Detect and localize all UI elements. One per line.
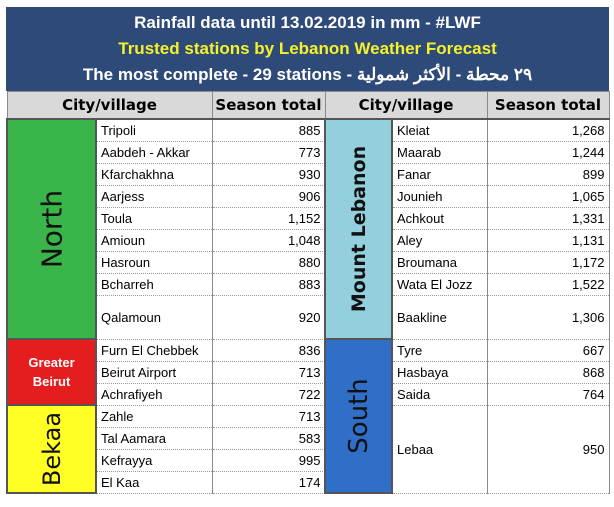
title-banner: Rainfall data until 13.02.2019 in mm - #… [6, 7, 609, 91]
station-total: 950 [486, 404, 610, 494]
region-greater-beirut: Greater Beirut [6, 338, 97, 406]
station-name: Jounieh [391, 184, 488, 208]
station-total: 880 [211, 250, 326, 274]
station-name: Hasroun [95, 250, 213, 274]
station-name: Kleiat [391, 118, 488, 142]
station-total: 920 [211, 294, 326, 340]
station-name: Saida [391, 382, 488, 406]
station-total: 899 [486, 162, 610, 186]
station-total: 773 [211, 140, 326, 164]
station-name: Broumana [391, 250, 488, 274]
station-name: Qalamoun [95, 294, 213, 340]
station-name: Amioun [95, 228, 213, 252]
station-name: Hasbaya [391, 360, 488, 384]
station-total: 713 [211, 404, 326, 428]
region-label-bekaa: Bekaa [37, 411, 66, 487]
station-name: Tyre [391, 338, 488, 362]
station-total: 868 [486, 360, 610, 384]
right-rainfall-table: City/village Season total Mount Lebanon … [324, 91, 610, 494]
region-north: North [6, 118, 97, 340]
station-name: Achkout [391, 206, 488, 230]
region-label-north: North [35, 189, 68, 269]
region-label-greater-beirut: Greater Beirut [9, 353, 94, 391]
station-name: Maarab [391, 140, 488, 164]
title-line-1: Rainfall data until 13.02.2019 in mm - #… [134, 13, 481, 32]
station-total: 1,172 [486, 250, 610, 274]
region-label-mount-lebanon: Mount Lebanon [347, 145, 370, 313]
station-total: 722 [211, 382, 326, 406]
station-name: Kfarchakhna [95, 162, 213, 186]
station-name: Tripoli [95, 118, 213, 142]
station-total: 906 [211, 184, 326, 208]
season-total-column-header: Season total [486, 91, 610, 120]
station-name: Aabdeh - Akkar [95, 140, 213, 164]
station-total: 930 [211, 162, 326, 186]
station-name: Zahle [95, 404, 213, 428]
station-total: 764 [486, 382, 610, 406]
station-total: 1,152 [211, 206, 326, 230]
station-total: 1,131 [486, 228, 610, 252]
station-total: 836 [211, 338, 326, 362]
station-name: Kefrayya [95, 448, 213, 472]
station-total: 174 [211, 470, 326, 494]
region-south: South [324, 338, 393, 494]
station-name: Baakline [391, 294, 488, 340]
region-label-south: South [343, 378, 374, 454]
station-total: 1,306 [486, 294, 610, 340]
station-total: 713 [211, 360, 326, 384]
station-total: 995 [211, 448, 326, 472]
station-name: Tal Aamara [95, 426, 213, 450]
station-name: Bcharreh [95, 272, 213, 296]
station-total: 1,065 [486, 184, 610, 208]
station-total: 667 [486, 338, 610, 362]
station-name: Achrafiyeh [95, 382, 213, 406]
station-total: 1,522 [486, 272, 610, 296]
station-total: 1,048 [211, 228, 326, 252]
title-line-3: The most complete - 29 stations - ٢٩ محط… [82, 65, 533, 84]
station-total: 1,331 [486, 206, 610, 230]
station-total: 1,244 [486, 140, 610, 164]
region-mount-lebanon: Mount Lebanon [324, 118, 393, 340]
station-total: 583 [211, 426, 326, 450]
left-rainfall-table: City/village Season total North Tripoli … [6, 91, 326, 494]
station-name: El Kaa [95, 470, 213, 494]
station-name: Fanar [391, 162, 488, 186]
station-name: Toula [95, 206, 213, 230]
station-name: Beirut Airport [95, 360, 213, 384]
season-total-column-header: Season total [211, 91, 326, 120]
station-name: Aarjess [95, 184, 213, 208]
station-name: Furn El Chebbek [95, 338, 213, 362]
city-column-header: City/village [6, 91, 213, 120]
station-total: 885 [211, 118, 326, 142]
region-label-line-2: Beirut [32, 374, 71, 389]
station-name: Wata El Jozz [391, 272, 488, 296]
station-total: 883 [211, 272, 326, 296]
station-total: 1,268 [486, 118, 610, 142]
region-bekaa: Bekaa [6, 404, 97, 494]
title-line-2: Trusted stations by Lebanon Weather Fore… [118, 39, 497, 58]
station-name: Lebaa [391, 404, 488, 494]
city-column-header: City/village [324, 91, 488, 120]
region-label-line-1: Greater [28, 355, 75, 370]
station-name: Aley [391, 228, 488, 252]
